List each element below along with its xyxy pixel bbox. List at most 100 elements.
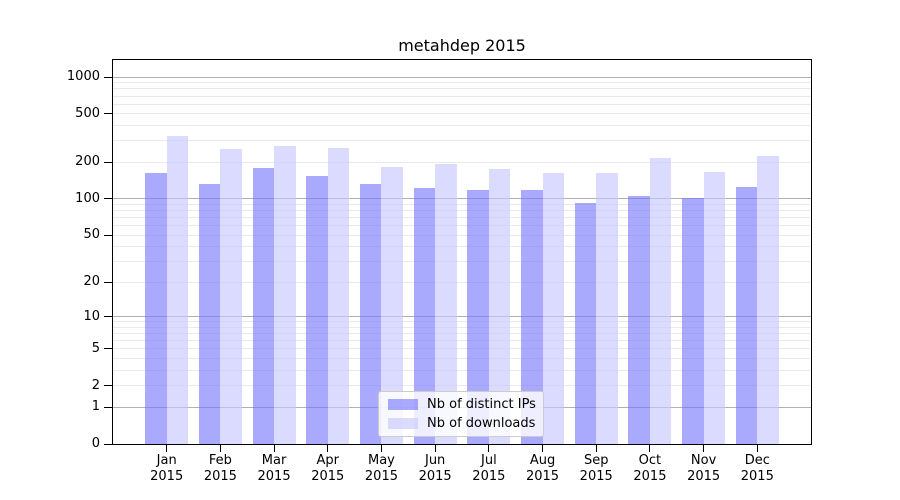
x-tick-mark <box>703 445 705 452</box>
y-tick-label: 20 <box>83 274 100 290</box>
x-tick-label: Oct 2015 <box>633 453 667 484</box>
gridline-minor <box>113 82 811 84</box>
x-tick-mark <box>327 445 329 452</box>
bar-distinct-ips <box>306 175 328 444</box>
y-tick-mark <box>104 113 112 115</box>
x-tick-label: Feb 2015 <box>203 453 237 484</box>
legend: Nb of distinct IPs Nb of downloads <box>378 391 544 437</box>
y-tick-label: 1000 <box>66 69 100 85</box>
gridline-minor <box>113 125 811 127</box>
legend-label-downloads: Nb of downloads <box>427 415 536 431</box>
bar-distinct-ips <box>145 172 167 444</box>
x-tick-label: Aug 2015 <box>525 453 560 484</box>
bar-downloads <box>166 135 189 444</box>
gridline-minor <box>113 340 811 342</box>
gridline-minor <box>113 281 811 283</box>
y-tick-mark <box>104 198 112 200</box>
y-tick-label: 200 <box>75 154 100 170</box>
x-tick-label: Jul 2015 <box>472 453 506 484</box>
y-tick-mark <box>104 76 112 78</box>
x-tick-mark <box>166 445 168 452</box>
bar-distinct-ips <box>682 197 704 444</box>
gridline-minor <box>113 234 811 236</box>
y-tick-mark <box>104 234 112 236</box>
bar-distinct-ips <box>198 183 221 444</box>
plot-area: Nb of distinct IPs Nb of downloads <box>112 59 812 445</box>
legend-label-distinct-ips: Nb of distinct IPs <box>427 397 536 413</box>
x-tick-label: Jan 2015 <box>150 453 184 484</box>
bar-distinct-ips <box>574 203 597 444</box>
bar-distinct-ips <box>467 190 489 444</box>
x-tick-mark <box>273 445 275 452</box>
gridline-minor <box>113 113 811 115</box>
bar-downloads <box>542 173 565 444</box>
bar-downloads <box>596 173 618 444</box>
gridline-minor <box>113 369 811 371</box>
gridline-minor <box>113 246 811 248</box>
x-tick-mark <box>434 445 436 452</box>
chart-title: metahdep 2015 <box>398 36 526 55</box>
y-tick-label: 0 <box>91 436 100 451</box>
gridline-minor <box>113 210 811 212</box>
gridline-minor <box>113 88 811 90</box>
bar-downloads <box>649 157 672 444</box>
x-tick-mark <box>542 445 544 452</box>
gridline-major <box>113 198 811 200</box>
bar-distinct-ips <box>735 187 758 444</box>
bar-downloads <box>381 166 403 444</box>
gridline-minor <box>113 348 811 350</box>
y-tick-mark <box>104 281 112 283</box>
bar-downloads <box>757 156 779 444</box>
gridline-minor <box>113 217 811 219</box>
gridline-minor <box>113 225 811 227</box>
gridline-major <box>113 316 811 318</box>
bar-downloads <box>327 148 350 444</box>
x-tick-mark <box>219 445 221 452</box>
legend-swatch-distinct-ips <box>388 399 418 411</box>
x-tick-mark <box>380 445 382 452</box>
gridline-minor <box>113 326 811 328</box>
bar-distinct-ips <box>252 167 275 444</box>
y-tick-label: 50 <box>83 227 100 243</box>
bar-downloads <box>274 146 296 444</box>
gridline-minor <box>113 203 811 205</box>
bar-downloads <box>488 169 511 444</box>
gridline-minor <box>113 321 811 323</box>
legend-item-distinct-ips: Nb of distinct IPs <box>388 397 536 413</box>
x-tick-mark <box>756 445 758 452</box>
y-tick-mark <box>104 316 112 318</box>
y-tick-mark <box>104 443 112 445</box>
bar-distinct-ips <box>359 183 382 444</box>
y-tick-label: 1 <box>91 399 100 415</box>
bar-downloads <box>220 149 242 444</box>
gridline-minor <box>113 261 811 263</box>
x-tick-label: Jun 2015 <box>418 453 452 484</box>
y-tick-mark <box>104 348 112 350</box>
bar-distinct-ips <box>413 187 436 444</box>
y-tick-mark <box>104 161 112 163</box>
gridline-minor <box>113 103 811 105</box>
y-tick-label: 2 <box>91 377 100 393</box>
gridline-minor <box>113 333 811 335</box>
gridline-minor <box>113 140 811 142</box>
x-tick-label: Nov 2015 <box>687 453 721 484</box>
gridline-minor <box>113 358 811 360</box>
x-tick-label: Apr 2015 <box>311 453 345 484</box>
x-tick-label: Sep 2015 <box>579 453 613 484</box>
legend-item-downloads: Nb of downloads <box>388 415 536 431</box>
y-tick-label: 5 <box>91 340 100 356</box>
bar-downloads <box>703 171 726 444</box>
x-tick-label: May 2015 <box>364 453 398 484</box>
y-tick-label: 10 <box>83 308 100 324</box>
y-tick-mark <box>104 406 112 408</box>
gridline-minor <box>113 95 811 97</box>
y-tick-label: 100 <box>75 190 100 206</box>
gridline-major <box>113 76 811 78</box>
bar-distinct-ips <box>628 195 650 444</box>
gridline-minor <box>113 385 811 387</box>
x-tick-mark <box>649 445 651 452</box>
x-tick-label: Dec 2015 <box>740 453 774 484</box>
x-tick-label: Mar 2015 <box>257 453 291 484</box>
legend-swatch-downloads <box>388 417 418 429</box>
